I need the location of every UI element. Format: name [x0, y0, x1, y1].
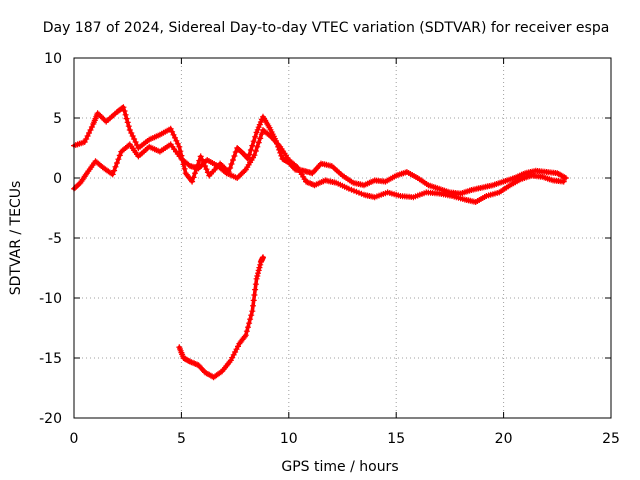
data-point: [251, 152, 258, 159]
data-point: [122, 111, 129, 118]
data-point: [252, 133, 259, 140]
data-point: [112, 163, 119, 170]
axis-ticks: 0 5 10 15 20 25 -20 -15 -10 -5 0 5 10: [39, 51, 620, 447]
data-point: [252, 148, 259, 154]
y-axis-label: SDTVAR / TECUs: [8, 181, 24, 296]
data-point: [189, 178, 196, 185]
data-point: [251, 292, 258, 298]
data-point: [111, 167, 118, 174]
data-point: [124, 119, 131, 126]
data-point: [254, 143, 261, 150]
x-tick-label: 25: [602, 431, 620, 447]
y-tick-label: -10: [39, 291, 62, 307]
data-point: [203, 166, 210, 173]
data-point: [109, 171, 116, 178]
data-point: [246, 320, 253, 327]
data-point: [258, 131, 265, 138]
data-point: [244, 155, 251, 161]
data-series: [71, 104, 569, 381]
data-point: [116, 152, 123, 159]
y-tick-label: 0: [53, 171, 62, 187]
data-point: [120, 104, 127, 111]
data-point: [114, 160, 120, 166]
data-point: [254, 273, 261, 279]
data-point: [250, 138, 257, 145]
data-point: [197, 153, 204, 160]
data-point: [245, 155, 251, 162]
data-point: [228, 161, 235, 167]
y-tick-label: -5: [48, 231, 62, 247]
data-point: [257, 261, 264, 268]
data-point: [256, 264, 263, 271]
x-tick-label: 10: [280, 431, 298, 447]
data-point: [115, 156, 122, 163]
data-point: [260, 254, 266, 261]
data-point: [255, 270, 261, 277]
x-tick-label: 15: [387, 431, 405, 447]
data-point: [253, 275, 260, 282]
data-point: [255, 139, 262, 146]
data-point: [250, 302, 256, 309]
y-tick-label: -15: [39, 351, 62, 367]
data-point: [246, 151, 253, 158]
x-tick-label: 20: [495, 431, 513, 447]
x-tick-label: 0: [70, 431, 79, 447]
data-point: [255, 267, 262, 274]
data-point: [231, 153, 238, 159]
data-point: [248, 312, 255, 319]
data-point: [196, 157, 203, 164]
data-point: [252, 281, 259, 288]
series-upper-band-b: [71, 127, 567, 205]
data-point: [227, 165, 234, 171]
data-point: [249, 308, 256, 315]
data-point: [252, 286, 259, 293]
data-point: [249, 142, 256, 149]
data-point: [560, 178, 567, 185]
data-point: [243, 328, 250, 335]
data-point: [192, 170, 198, 177]
x-tick-label: 5: [177, 431, 186, 447]
data-point: [245, 324, 251, 331]
data-point: [247, 316, 254, 323]
data-point: [125, 123, 132, 130]
data-point: [247, 147, 254, 153]
data-point: [204, 169, 211, 176]
data-point: [230, 157, 236, 163]
data-point: [121, 108, 128, 114]
data-point: [123, 115, 130, 122]
data-point: [254, 126, 261, 133]
y-tick-label: 5: [53, 111, 62, 127]
data-point: [562, 175, 569, 181]
data-point: [181, 165, 188, 172]
chart-title: Day 187 of 2024, Sidereal Day-to-day VTE…: [43, 20, 610, 36]
data-point: [190, 174, 197, 181]
y-tick-label: -20: [39, 411, 62, 427]
data-point: [250, 297, 257, 304]
grid-lines: [74, 58, 611, 418]
x-axis-label: GPS time / hours: [281, 459, 398, 475]
data-point: [257, 135, 264, 142]
data-point: [242, 332, 249, 339]
series-lower-arc: [176, 254, 266, 381]
data-point: [176, 143, 183, 150]
y-tick-label: 10: [44, 51, 62, 67]
